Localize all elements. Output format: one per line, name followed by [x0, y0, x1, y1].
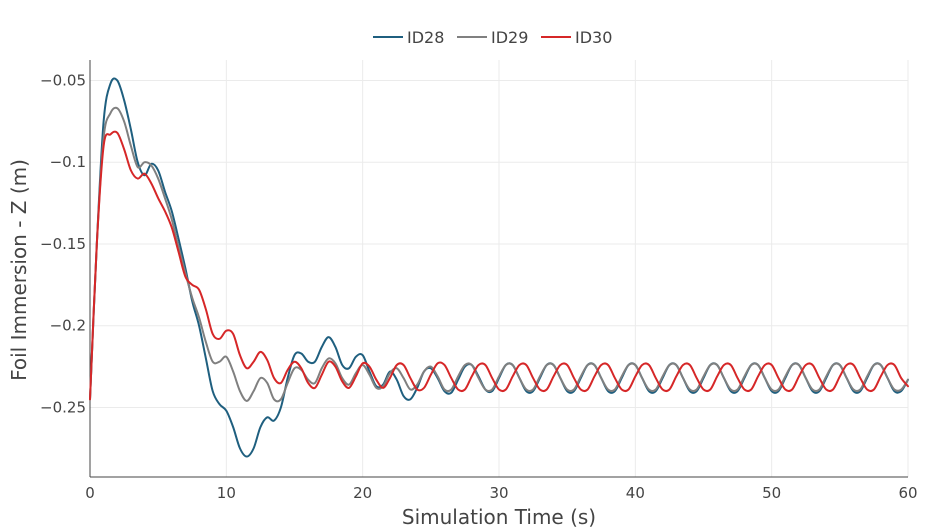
legend-item-id30[interactable]: ID30 — [541, 28, 612, 47]
grid — [90, 60, 909, 477]
legend-item-id28[interactable]: ID28 — [373, 28, 444, 47]
y-axis-title: Foil Immersion - Z (m) — [7, 159, 31, 381]
x-axis-title: Simulation Time (s) — [402, 505, 596, 528]
x-tick-label: 20 — [353, 484, 372, 502]
x-tick-label: 10 — [217, 484, 236, 502]
tick-labels: 0 10 20 30 40 50 60 −0.05 −0.1 −0.15 −0.2 −0.25 — [40, 71, 918, 502]
y-tick-label: −0.2 — [50, 317, 86, 335]
axes — [89, 60, 908, 478]
legend-item-id29[interactable]: ID29 — [457, 28, 528, 47]
x-tick-label: 40 — [626, 484, 645, 502]
x-tick-label: 0 — [85, 484, 95, 502]
series-line-id29 — [89, 106, 909, 403]
y-tick-label: −0.1 — [50, 153, 86, 171]
legend-label: ID28 — [407, 28, 444, 47]
x-tick-label: 30 — [489, 484, 508, 502]
x-tick-label: 50 — [762, 484, 781, 502]
series-lines — [89, 77, 909, 458]
y-tick-label: −0.05 — [40, 71, 86, 89]
legend-label: ID30 — [575, 28, 612, 47]
y-tick-label: −0.15 — [40, 235, 86, 253]
legend-label: ID29 — [491, 28, 528, 47]
x-tick-label: 60 — [898, 484, 917, 502]
legend[interactable]: ID28 ID29 ID30 — [373, 28, 612, 47]
series-line-id30 — [89, 130, 909, 401]
y-tick-label: −0.25 — [40, 399, 86, 417]
